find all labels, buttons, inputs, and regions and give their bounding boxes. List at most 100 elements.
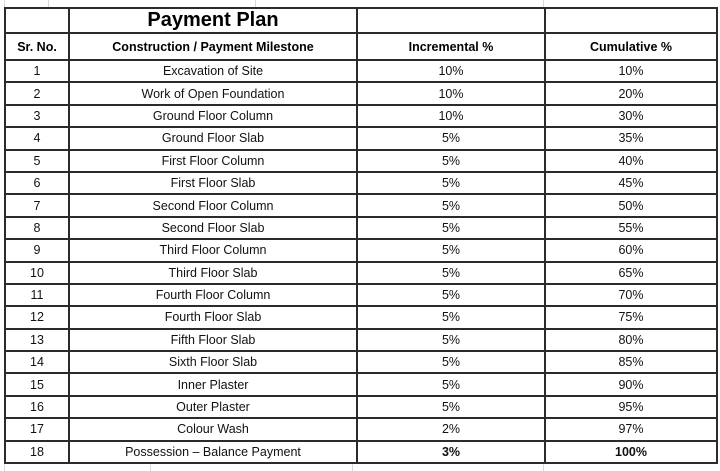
incremental-cell: 5% [356, 327, 546, 353]
incremental-cell: 10% [356, 103, 546, 129]
table-row: 8 Second Floor Slab 5% 55% [4, 215, 718, 241]
sr-no-cell: 1 [4, 58, 70, 84]
milestone-cell: Ground Floor Column [68, 103, 358, 129]
cumulative-cell: 65% [544, 260, 718, 285]
milestone-cell: Second Floor Slab [68, 215, 358, 241]
sr-no-cell: 2 [4, 81, 70, 106]
gridline-stub [352, 464, 353, 471]
table-row: 10 Third Floor Slab 5% 65% [4, 260, 718, 285]
milestone-cell: Third Floor Column [68, 238, 358, 263]
milestone-cell: Inner Plaster [68, 372, 358, 397]
sr-no-cell: 17 [4, 417, 70, 442]
cumulative-cell: 80% [544, 327, 718, 353]
payment-plan-table: Payment Plan Sr. No. Construction / Paym… [4, 7, 718, 465]
milestone-cell: Sixth Floor Slab [68, 350, 358, 375]
incremental-cell: 5% [356, 372, 546, 397]
gridline-stub [150, 464, 151, 471]
incremental-cell: 5% [356, 193, 546, 218]
column-header-incremental: Incremental % [356, 32, 546, 61]
gridline-stub [48, 0, 49, 7]
table-row: 16 Outer Plaster 5% 95% [4, 394, 718, 420]
milestone-cell: Outer Plaster [68, 394, 358, 420]
incremental-cell: 10% [356, 81, 546, 106]
table-row: 4 Ground Floor Slab 5% 35% [4, 126, 718, 151]
cumulative-cell: 90% [544, 372, 718, 397]
table-row: 18 Possession – Balance Payment 3% 100% [4, 439, 718, 465]
table-row: 9 Third Floor Column 5% 60% [4, 238, 718, 263]
cumulative-cell: 10% [544, 58, 718, 84]
cumulative-cell: 75% [544, 305, 718, 330]
table-row: 3 Ground Floor Column 10% 30% [4, 103, 718, 129]
table-row: 2 Work of Open Foundation 10% 20% [4, 81, 718, 106]
incremental-cell: 5% [356, 170, 546, 196]
cumulative-cell: 45% [544, 170, 718, 196]
milestone-cell: Third Floor Slab [68, 260, 358, 285]
gridline-stub [255, 0, 256, 7]
sr-no-cell: 7 [4, 193, 70, 218]
title-row: Payment Plan [4, 7, 718, 34]
cumulative-cell: 40% [544, 148, 718, 173]
incremental-cell: 5% [356, 126, 546, 151]
milestone-cell: Work of Open Foundation [68, 81, 358, 106]
incremental-cell: 2% [356, 417, 546, 442]
milestone-cell: Excavation of Site [68, 58, 358, 84]
sr-no-cell: 11 [4, 282, 70, 308]
gridline-stub [543, 464, 544, 471]
milestone-cell: First Floor Column [68, 148, 358, 173]
sr-no-cell: 4 [4, 126, 70, 151]
table-row: 6 First Floor Slab 5% 45% [4, 170, 718, 196]
incremental-cell: 5% [356, 148, 546, 173]
sr-no-cell: 13 [4, 327, 70, 353]
cumulative-cell: 60% [544, 238, 718, 263]
page-title: Payment Plan [68, 7, 358, 34]
sr-no-cell: 10 [4, 260, 70, 285]
table-row: 11 Fourth Floor Column 5% 70% [4, 282, 718, 308]
cumulative-cell: 97% [544, 417, 718, 442]
milestone-cell: Ground Floor Slab [68, 126, 358, 151]
milestone-cell: Second Floor Column [68, 193, 358, 218]
cumulative-cell: 30% [544, 103, 718, 129]
gridline-stub [4, 0, 5, 7]
empty-cell [356, 7, 546, 34]
incremental-cell: 5% [356, 215, 546, 241]
incremental-cell: 5% [356, 305, 546, 330]
cumulative-cell: 35% [544, 126, 718, 151]
sr-no-cell: 15 [4, 372, 70, 397]
table-row: 13 Fifth Floor Slab 5% 80% [4, 327, 718, 353]
incremental-cell: 5% [356, 260, 546, 285]
column-header-sr-no: Sr. No. [4, 32, 70, 61]
gridline-stub [4, 464, 5, 471]
incremental-cell: 5% [356, 238, 546, 263]
cumulative-cell: 85% [544, 350, 718, 375]
sr-no-cell: 9 [4, 238, 70, 263]
sr-no-cell: 8 [4, 215, 70, 241]
table-row: 7 Second Floor Column 5% 50% [4, 193, 718, 218]
table-row: 17 Colour Wash 2% 97% [4, 417, 718, 442]
sr-no-cell: 5 [4, 148, 70, 173]
cumulative-cell: 100% [544, 439, 718, 465]
table-row: 14 Sixth Floor Slab 5% 85% [4, 350, 718, 375]
milestone-cell: Fifth Floor Slab [68, 327, 358, 353]
sr-no-cell: 16 [4, 394, 70, 420]
milestone-cell: Fourth Floor Slab [68, 305, 358, 330]
incremental-cell: 5% [356, 394, 546, 420]
table-row: 15 Inner Plaster 5% 90% [4, 372, 718, 397]
column-header-milestone: Construction / Payment Milestone [68, 32, 358, 61]
table-row: 1 Excavation of Site 10% 10% [4, 58, 718, 84]
empty-cell [544, 7, 718, 34]
empty-cell [4, 7, 70, 34]
cumulative-cell: 70% [544, 282, 718, 308]
table-row: 5 First Floor Column 5% 40% [4, 148, 718, 173]
incremental-cell: 5% [356, 350, 546, 375]
table-body: 1 Excavation of Site 10% 10% 2 Work of Open F… [4, 58, 718, 465]
table-row: 12 Fourth Floor Slab 5% 75% [4, 305, 718, 330]
gridline-stub [543, 0, 544, 7]
sr-no-cell: 12 [4, 305, 70, 330]
column-header-cumulative: Cumulative % [544, 32, 718, 61]
cumulative-cell: 50% [544, 193, 718, 218]
milestone-cell: Fourth Floor Column [68, 282, 358, 308]
milestone-cell: Possession – Balance Payment [68, 439, 358, 465]
cumulative-cell: 55% [544, 215, 718, 241]
cumulative-cell: 95% [544, 394, 718, 420]
